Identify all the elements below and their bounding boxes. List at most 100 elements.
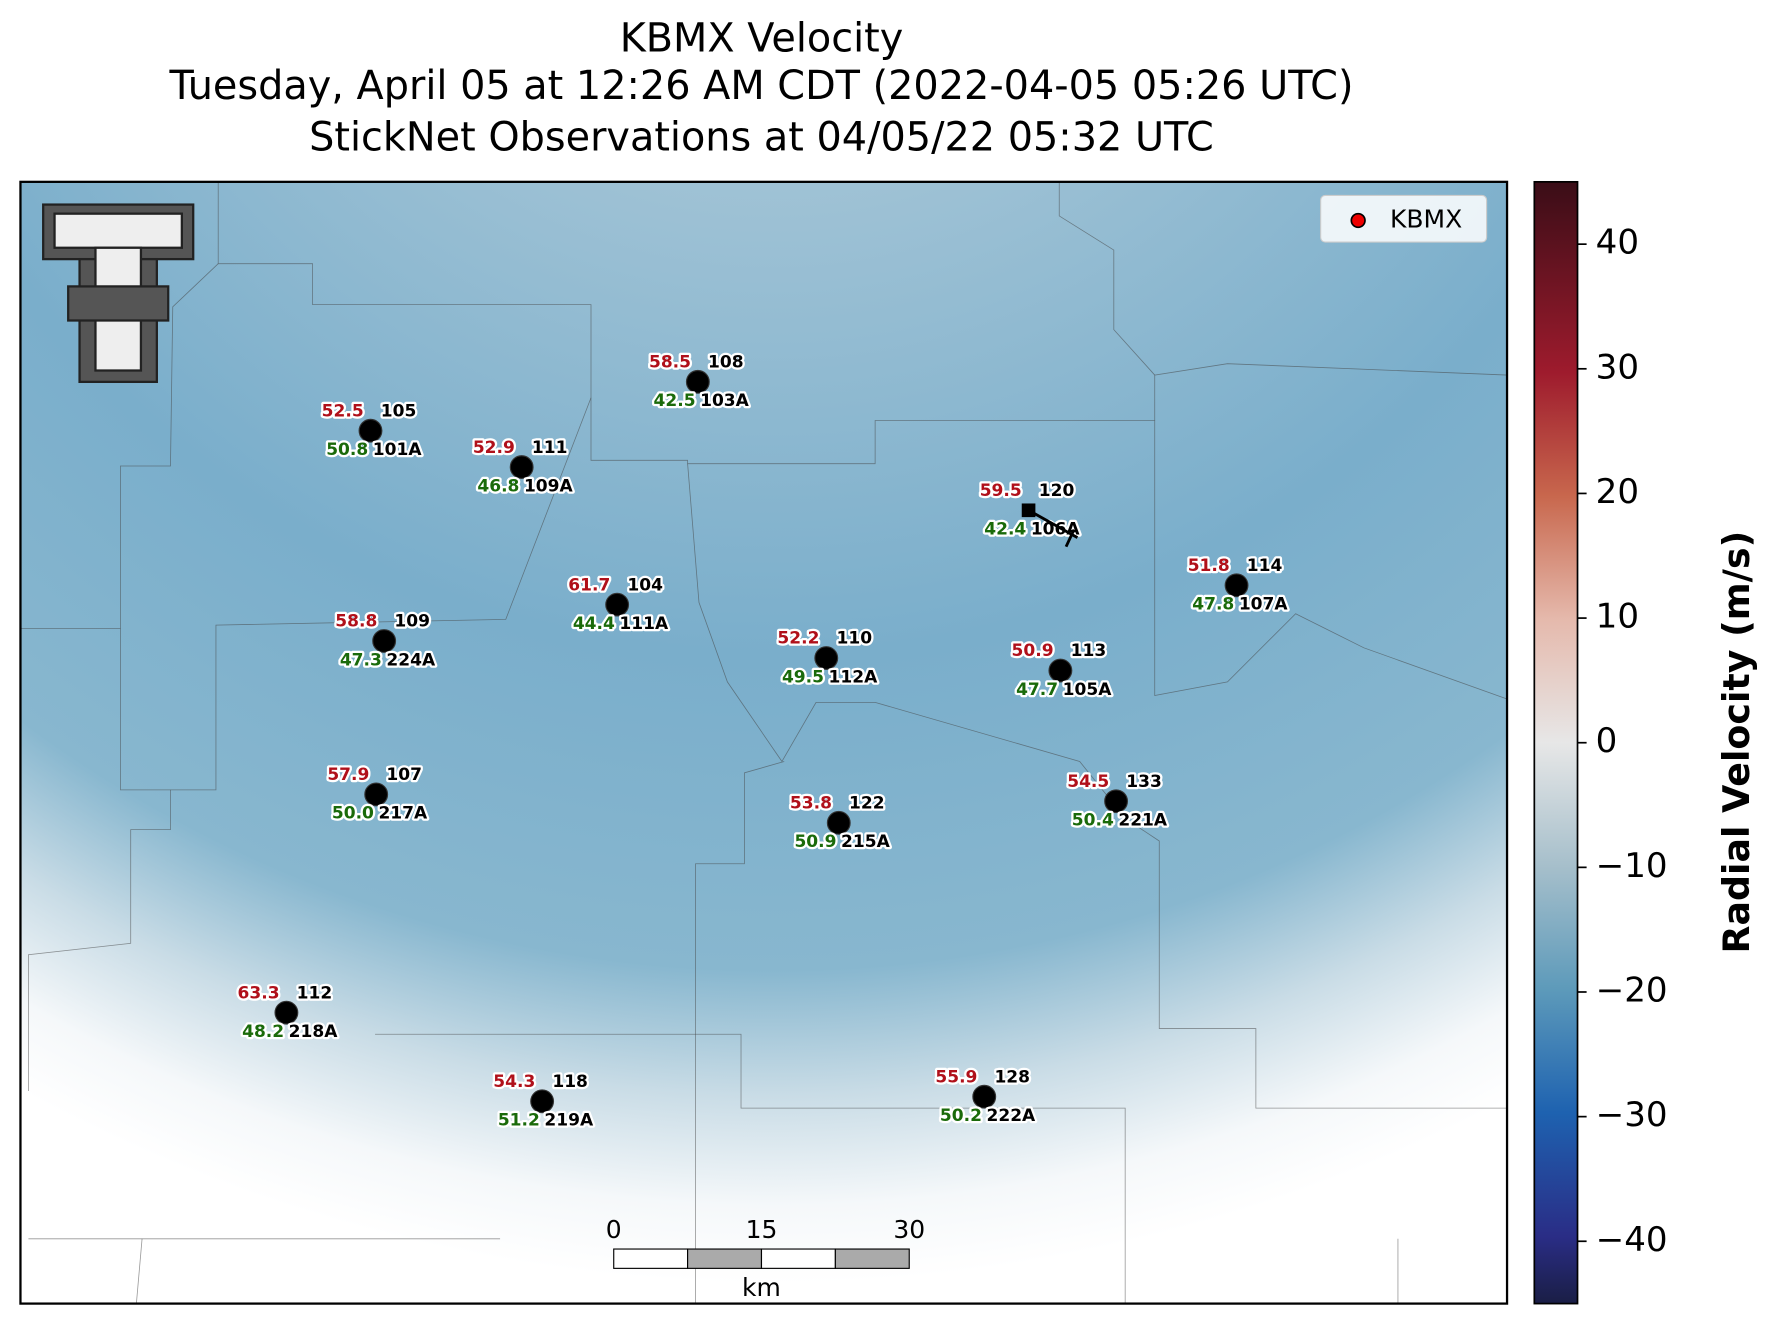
map-frame <box>19 180 1509 1305</box>
speed-label: 46.8 <box>477 476 519 496</box>
colorbar-tick-label: −40 <box>1596 1220 1668 1260</box>
speed-label: 50.2 <box>940 1106 982 1126</box>
station-marker <box>530 1089 555 1114</box>
subtitle: StickNet Observations at 04/05/22 05:32 … <box>309 114 1214 160</box>
station-marker <box>1224 573 1249 598</box>
probe-id: 224A <box>386 650 436 670</box>
speed-label: 47.8 <box>1192 595 1234 615</box>
probe-id: 221A <box>1118 811 1168 831</box>
station-marker <box>814 646 839 670</box>
gust-label: 50.9 <box>1012 641 1054 661</box>
gust-label: 52.9 <box>473 438 515 458</box>
station-id: 105 <box>381 401 417 421</box>
gust-label: 52.2 <box>777 629 819 649</box>
station-marker <box>605 592 630 617</box>
colorbar-tick-label: −20 <box>1596 970 1668 1010</box>
station-marker <box>372 629 397 653</box>
colorbar: Radial Velocity (m/s) −40 −30 −20 −10 0 10 20 3… <box>1533 180 1758 1305</box>
probe-id: 107A <box>1239 595 1289 615</box>
colorbar-tick-label: 10 <box>1596 597 1639 637</box>
station-id: 118 <box>552 1072 588 1092</box>
scale-tick-label: 15 <box>746 1215 778 1244</box>
station-id: 107 <box>386 765 422 785</box>
colorbar-label: Radial Velocity (m/s) <box>1715 531 1758 954</box>
station-marker <box>972 1084 997 1109</box>
speed-label: 50.0 <box>332 804 374 824</box>
speed-label: 49.5 <box>782 667 824 687</box>
station-id: 122 <box>849 794 885 814</box>
station-id: 128 <box>994 1067 1030 1087</box>
colorbar-tick-label: −30 <box>1596 1095 1668 1135</box>
probe-id: 217A <box>378 804 428 824</box>
station-id: 104 <box>627 575 663 595</box>
station-id: 133 <box>1126 772 1162 792</box>
legend: KBMX <box>1320 194 1488 243</box>
gust-label: 61.7 <box>568 575 610 595</box>
station-id: 110 <box>836 629 872 649</box>
probe-id: 105A <box>1063 680 1113 700</box>
gust-label: 55.9 <box>935 1067 977 1087</box>
station-id: 114 <box>1247 556 1283 576</box>
probe-id: 112A <box>829 667 879 687</box>
probe-id: 218A <box>289 1022 339 1042</box>
probe-id: 101A <box>373 440 423 460</box>
station-marker <box>1048 658 1073 683</box>
stations: 58.5 108 42.5 103A 52.5 105 50.8 101A 52.9 111 46.… <box>235 350 1290 1133</box>
logo <box>42 203 195 384</box>
station-marker <box>1104 789 1129 814</box>
colorbar-tick-label: 40 <box>1596 223 1639 263</box>
station-id: 109 <box>394 612 430 632</box>
gust-label: 57.9 <box>327 765 369 785</box>
gust-label: 52.5 <box>322 401 364 421</box>
station-id: 108 <box>708 353 744 373</box>
probe-id: 109A <box>524 476 574 496</box>
station-marker <box>509 455 534 480</box>
colorbar-tick-label: −10 <box>1596 846 1668 886</box>
colorbar-ramp <box>1533 180 1579 1305</box>
speed-label: 50.4 <box>1072 811 1114 831</box>
radar-field <box>20 181 1508 1304</box>
title: KBMX Velocity <box>620 15 904 61</box>
gust-label: 54.3 <box>493 1072 535 1092</box>
speed-label: 47.3 <box>340 650 382 670</box>
speed-label: 48.2 <box>242 1022 284 1042</box>
station-marker <box>826 810 851 835</box>
probe-id: 103A <box>700 391 750 411</box>
gust-label: 51.8 <box>1188 556 1230 576</box>
gust-label: 58.8 <box>335 612 377 632</box>
station-id: 113 <box>1071 641 1107 661</box>
legend-label: KBMX <box>1390 204 1462 233</box>
gust-label: 54.5 <box>1067 772 1109 792</box>
speed-label: 51.2 <box>498 1111 540 1131</box>
station-marker <box>685 369 710 394</box>
scale-tick-label: 30 <box>893 1215 925 1244</box>
scale-bar: km 0 15 30 <box>606 1215 925 1302</box>
speed-label: 50.9 <box>794 832 836 852</box>
subtitle: Tuesday, April 05 at 12:26 AM CDT (2022-… <box>168 63 1353 109</box>
speed-label: 50.8 <box>326 440 368 460</box>
station-marker <box>358 418 383 443</box>
gust-label: 58.5 <box>649 353 691 373</box>
colorbar-tick-label: 20 <box>1596 472 1639 512</box>
colorbar-tick-label: 30 <box>1596 347 1639 387</box>
probe-id: 215A <box>841 832 891 852</box>
map: KBMX 58.5 108 42.5 103A 52.5 105 50.8 101A 52.9 1… <box>19 180 1509 1305</box>
station-marker <box>364 782 389 807</box>
speed-label: 47.7 <box>1016 680 1058 700</box>
probe-id: 222A <box>987 1106 1037 1126</box>
county-lines <box>20 181 1508 1304</box>
gust-label: 53.8 <box>790 794 832 814</box>
speed-label: 44.4 <box>573 614 615 634</box>
wind-barb <box>1027 509 1079 548</box>
station-id: 112 <box>297 983 333 1003</box>
scale-tick-label: 0 <box>606 1215 622 1244</box>
gust-label: 63.3 <box>238 983 280 1003</box>
station-marker <box>274 1000 299 1025</box>
station-id: 111 <box>532 438 568 458</box>
probe-id: 111A <box>619 614 669 634</box>
station-id: 120 <box>1039 481 1075 501</box>
gust-label: 59.5 <box>980 481 1022 501</box>
probe-id: 219A <box>544 1111 594 1131</box>
speed-label: 42.4 <box>984 520 1026 540</box>
